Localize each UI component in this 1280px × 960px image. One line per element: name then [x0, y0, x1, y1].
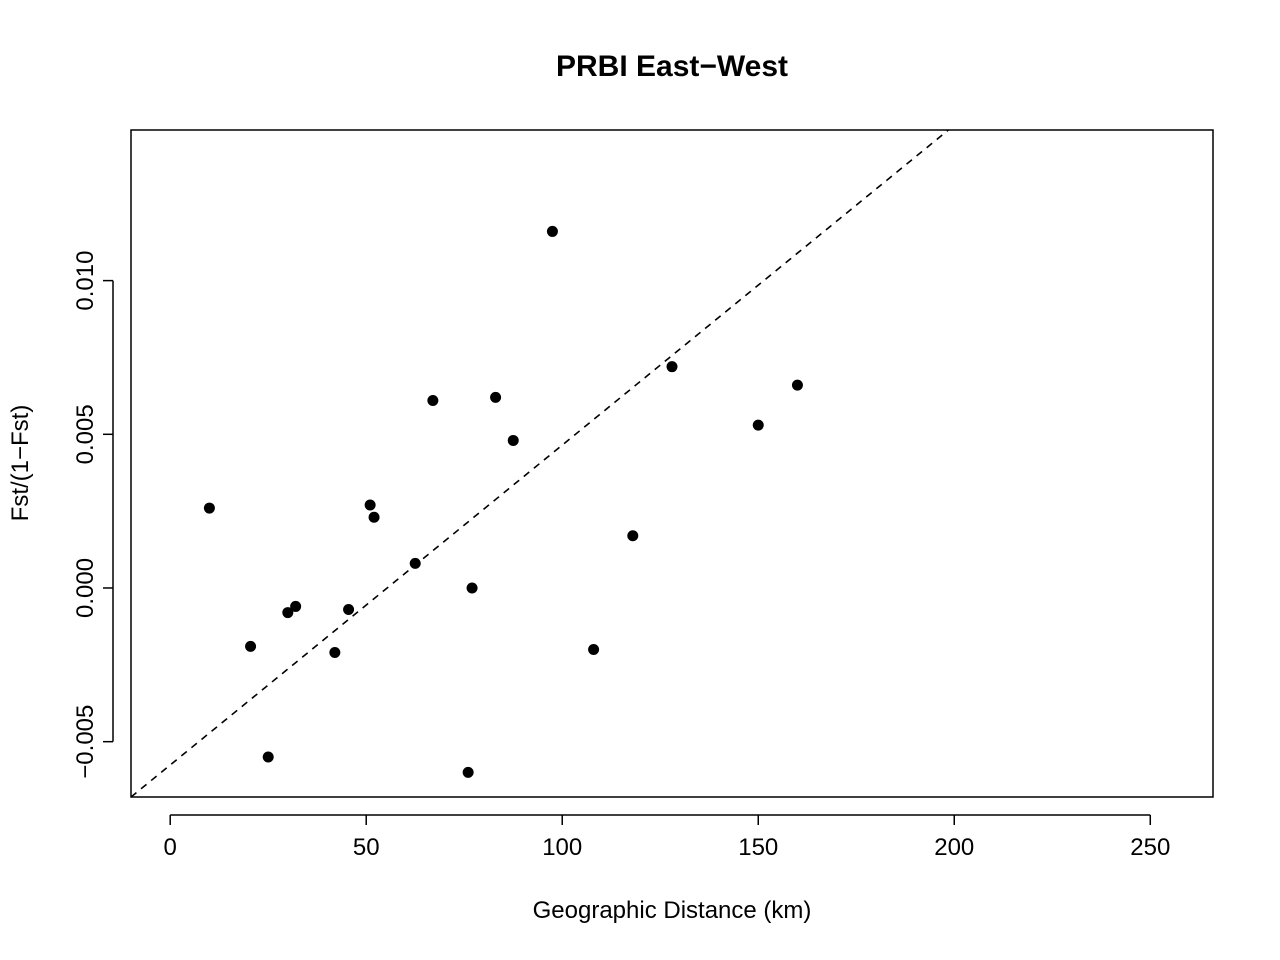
trend-line	[130, 129, 949, 798]
data-point	[666, 361, 678, 373]
x-tick-label: 100	[542, 834, 582, 861]
data-point	[752, 419, 764, 431]
x-axis-label: Geographic Distance (km)	[533, 897, 812, 924]
x-tick-label: 150	[738, 834, 778, 861]
data-point	[546, 225, 558, 237]
data-point	[343, 604, 355, 616]
data-point	[791, 379, 803, 391]
data-points	[203, 225, 803, 778]
data-point	[364, 499, 376, 511]
data-point	[290, 600, 302, 612]
data-point	[203, 502, 215, 514]
data-point	[427, 394, 439, 406]
data-point	[282, 607, 294, 619]
x-tick-label: 200	[934, 834, 974, 861]
data-point	[262, 751, 274, 763]
data-point	[462, 766, 474, 778]
x-tick-label: 50	[353, 834, 380, 861]
x-tick-label: 250	[1130, 834, 1170, 861]
data-point	[588, 643, 600, 655]
chart-title: PRBI East−West	[556, 50, 788, 83]
y-tick-label: 0.000	[72, 558, 99, 618]
data-point	[627, 530, 639, 542]
y-tick-label: −0.005	[72, 705, 99, 779]
data-point	[507, 434, 519, 446]
data-point	[490, 391, 502, 403]
data-point	[368, 511, 380, 523]
data-point	[409, 557, 421, 569]
x-tick-label: 0	[164, 834, 177, 861]
y-tick-label: 0.010	[72, 251, 99, 311]
y-axis-label: Fst/(1−Fst)	[7, 405, 34, 522]
x-axis-ticks: 0 50 100 150 200 250	[164, 815, 1170, 861]
plot-frame	[130, 129, 1214, 798]
y-axis-ticks: −0.005 0.000 0.005 0.010	[72, 251, 113, 779]
data-point	[245, 640, 257, 652]
data-point	[329, 647, 341, 659]
data-point	[466, 582, 478, 594]
y-tick-label: 0.005	[72, 404, 99, 464]
